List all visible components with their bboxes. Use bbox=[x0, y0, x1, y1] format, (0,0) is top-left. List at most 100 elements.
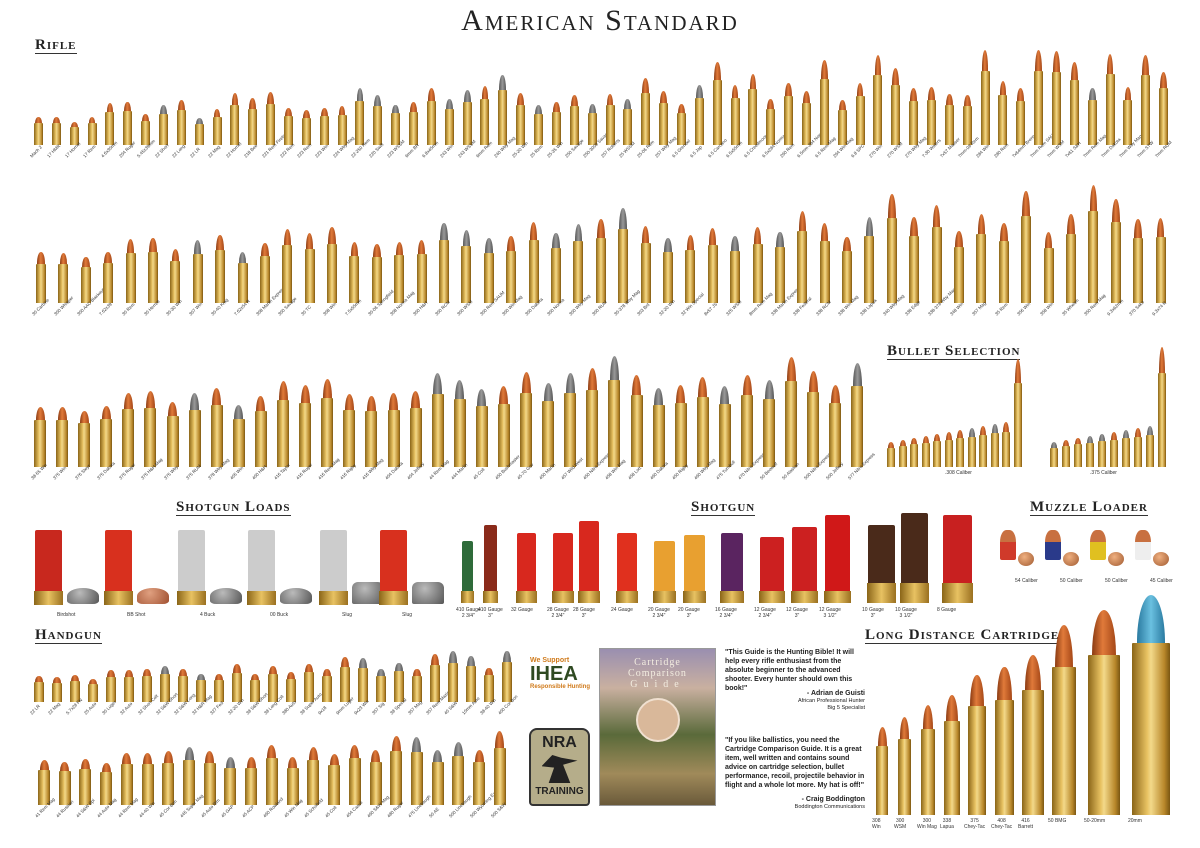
cartridge-label: 375 Chey-Tac bbox=[964, 818, 986, 830]
bullet-tip bbox=[433, 372, 443, 394]
gauge-label: 28 Gauge 2 3/4" bbox=[547, 607, 569, 619]
cartridge-case bbox=[730, 251, 741, 303]
cartridge-label: 218 Bee bbox=[242, 143, 259, 159]
bullet-tip bbox=[453, 742, 463, 757]
cartridge: 300 Dakota bbox=[524, 222, 543, 317]
bullet-tip bbox=[216, 235, 224, 251]
bullet-tip bbox=[934, 434, 940, 442]
cartridge-label: 25 Rem bbox=[528, 143, 544, 159]
cartridge-case bbox=[409, 408, 422, 467]
round-ball bbox=[1108, 552, 1124, 566]
cartridge-case bbox=[461, 245, 472, 303]
caliber-label: 50 Caliber bbox=[1105, 578, 1128, 584]
cartridge-case bbox=[36, 263, 46, 303]
cartridge: 416 Rem Mag bbox=[317, 378, 341, 481]
cartridge-case bbox=[807, 391, 820, 467]
cartridge: 357 Mag bbox=[407, 668, 423, 716]
bullet-tip bbox=[395, 662, 403, 672]
cartridge: 300 Norma bbox=[546, 232, 565, 317]
cartridge: 44 S&W Spl bbox=[75, 758, 96, 819]
bullet-tip bbox=[552, 232, 560, 249]
cartridge: 44 Russian bbox=[55, 761, 74, 819]
bullet-tip bbox=[957, 430, 963, 439]
bullet-tip bbox=[377, 668, 385, 677]
cartridge: 10mm Auto bbox=[461, 656, 481, 716]
cartridge: 45 GAP bbox=[220, 757, 237, 819]
cartridge: 32 Short Colt bbox=[137, 668, 159, 716]
cartridge: 224 Wby Mag bbox=[332, 106, 355, 159]
bullet-tip bbox=[1106, 53, 1114, 74]
cartridge: 404 Jeffery bbox=[406, 391, 425, 481]
cartridge: 50 Beowulf bbox=[759, 380, 778, 481]
cartridge-label: 300 Win Mag bbox=[917, 818, 937, 830]
cartridge: 243 WSSM bbox=[457, 90, 477, 159]
cartridge: 375 Dakota bbox=[96, 405, 116, 481]
cartridge: 38 Special bbox=[389, 662, 407, 716]
cartridge: 5.45x39mm bbox=[136, 113, 156, 159]
cartridge-label: 357 Sig bbox=[371, 701, 386, 716]
cartridge: 450 Nitro Express bbox=[582, 368, 611, 481]
bullet-tip bbox=[143, 668, 151, 677]
cartridge-label: 223 Win bbox=[314, 143, 330, 159]
cartridge: 25 Auto bbox=[83, 678, 98, 716]
cartridge: 460 Wby Mag bbox=[693, 376, 716, 481]
bullet-tip bbox=[57, 406, 67, 420]
cartridge-label: 308 Win bbox=[872, 818, 881, 830]
bullet-tip bbox=[467, 656, 475, 667]
cartridge: 240 Wby Mag bbox=[493, 74, 516, 159]
cartridge: 7mm Wby Mag bbox=[1118, 87, 1143, 159]
shotgun-shell bbox=[683, 535, 706, 603]
cartridge: 35 Rem bbox=[994, 223, 1009, 317]
cartridge: 45 Colt bbox=[324, 754, 341, 819]
cartridge-case bbox=[696, 396, 709, 467]
cartridge: 6.5x284 Norma bbox=[761, 99, 786, 159]
bullet-tip bbox=[305, 233, 314, 249]
bullet-tip bbox=[53, 677, 61, 683]
section-muzzle-loader: Muzzle Loader bbox=[1030, 499, 1148, 516]
cartridge-case bbox=[79, 768, 92, 805]
cartridge-case bbox=[898, 445, 907, 467]
cartridge-case bbox=[1013, 382, 1022, 467]
bullet-tip bbox=[1111, 432, 1117, 440]
bullet-tip bbox=[888, 193, 896, 218]
bullet-tip bbox=[455, 379, 465, 400]
cartridge: 44 Auto Mag bbox=[96, 763, 118, 819]
bullet-tip bbox=[1159, 347, 1165, 374]
bullet-tip bbox=[1089, 185, 1098, 212]
cartridge-case bbox=[265, 758, 278, 805]
cartridge: 44 Rem Mag bbox=[428, 372, 449, 481]
cartridge-case bbox=[1105, 73, 1115, 145]
cartridge: 6.5 Jap bbox=[689, 84, 704, 159]
bullet-tip bbox=[70, 121, 78, 128]
bullet-tip bbox=[1067, 214, 1075, 234]
cartridge-case bbox=[909, 236, 920, 303]
bullet-tip bbox=[1003, 422, 1009, 432]
cartridge: 257 Roberts bbox=[600, 94, 621, 159]
cartridge: 338 RCM bbox=[815, 223, 832, 317]
shot-pile bbox=[67, 588, 99, 604]
cartridge: 22-250 Rem bbox=[350, 88, 371, 159]
bullet-tip bbox=[713, 61, 721, 81]
cartridge-case bbox=[1159, 87, 1169, 145]
bullet-tip bbox=[449, 651, 457, 663]
rifle-row-2: 30 Carbine 300 Whisper 300 AAC Blackout 7.6… bbox=[31, 175, 1167, 317]
shotgun-shell bbox=[516, 533, 537, 603]
cartridge-case bbox=[176, 109, 186, 145]
sabot-bullet bbox=[1135, 530, 1151, 560]
sabot-bullet bbox=[1045, 530, 1061, 560]
cartridge-case bbox=[520, 392, 533, 467]
bullet-tip bbox=[932, 205, 941, 227]
cartridge-case bbox=[995, 699, 1014, 815]
cartridge: 30-30 Win bbox=[165, 248, 183, 317]
ihea-slogan: Responsible Hunting bbox=[530, 684, 590, 690]
cartridge: 7-30 Waters bbox=[921, 86, 942, 159]
cartridge: 45 Schofield bbox=[303, 747, 324, 819]
cartridge-label: 17 Rem bbox=[82, 143, 97, 159]
cartridge: 270 WSM bbox=[886, 68, 903, 159]
gauge-label: 20 Gauge 3" bbox=[678, 607, 700, 619]
cartridge-label: 243 Win bbox=[439, 143, 455, 159]
bullet-tip bbox=[392, 104, 400, 114]
cartridge-case bbox=[224, 767, 237, 805]
bullet-tip bbox=[193, 240, 202, 255]
shotgun-shell bbox=[247, 530, 276, 605]
